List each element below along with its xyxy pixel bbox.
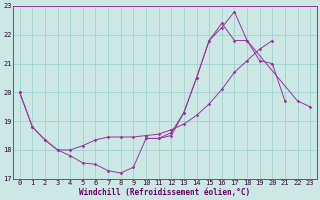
X-axis label: Windchill (Refroidissement éolien,°C): Windchill (Refroidissement éolien,°C)	[79, 188, 251, 197]
